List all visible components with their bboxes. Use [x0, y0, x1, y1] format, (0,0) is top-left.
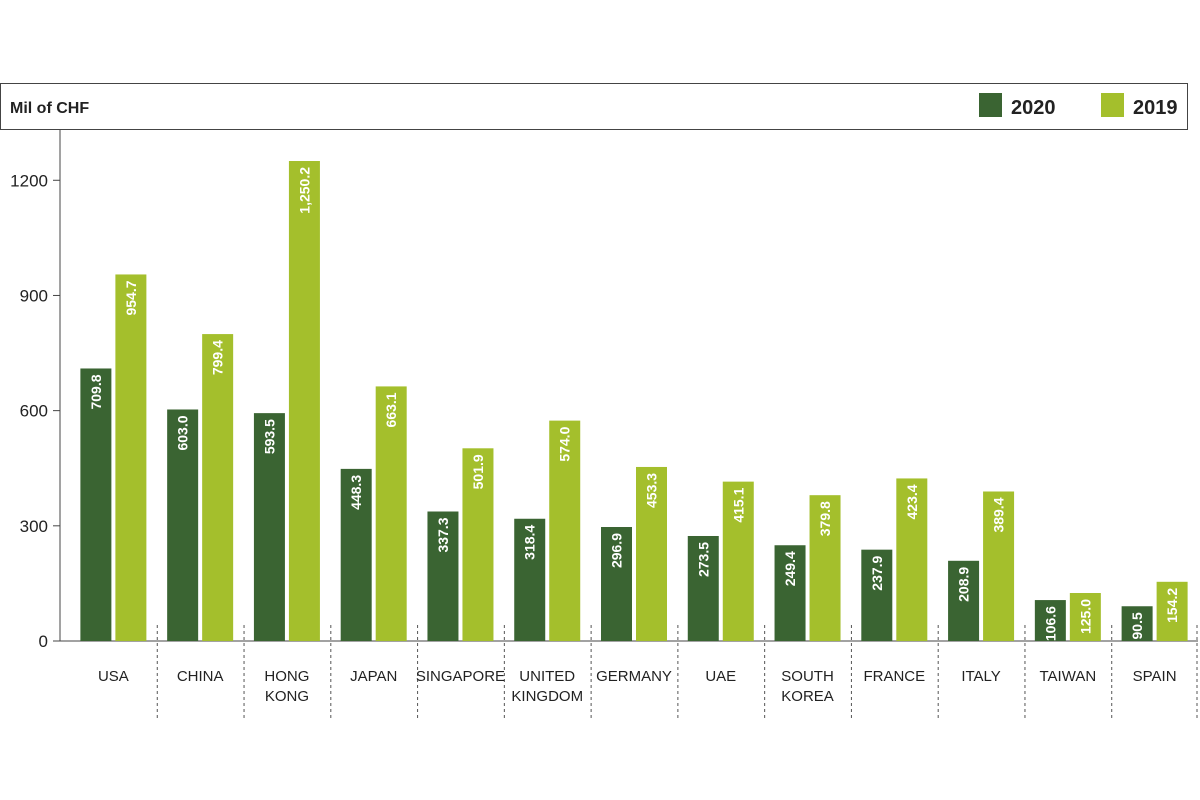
value-label-2020: 90.5 — [1129, 612, 1145, 639]
bar-2019 — [375, 386, 407, 641]
value-label-2019: 574.0 — [557, 426, 573, 461]
legend-swatch-2020 — [979, 93, 1002, 117]
value-label-2019: 453.3 — [644, 473, 660, 508]
value-label-2020: 593.5 — [261, 419, 277, 454]
y-tick-label: 900 — [20, 286, 48, 305]
x-tick-label: UAE — [705, 668, 736, 685]
bar-2020 — [80, 368, 112, 641]
bar-2019 — [636, 466, 667, 641]
value-label-2020: 296.9 — [609, 533, 625, 568]
value-label-2020: 249.4 — [782, 551, 798, 586]
value-label-2020: 273.5 — [695, 542, 711, 577]
y-tick-label: 600 — [20, 402, 48, 421]
x-tick-label: TAIWAN — [1040, 668, 1097, 685]
legend: 2020 2019 — [979, 93, 1178, 119]
x-axis-labels: USA CHINA HONG KONG JAPAN SINGAPORE UNITED KING… — [98, 668, 1177, 705]
x-tick-label: ITALY — [961, 668, 1000, 685]
bar-2020 — [861, 549, 893, 641]
bar-2020 — [687, 535, 719, 641]
y-axis-ticks: 0 300 600 900 1200 — [10, 171, 60, 651]
bar-2019 — [202, 334, 234, 641]
bar-2019 — [1069, 593, 1101, 641]
bars — [80, 161, 1188, 641]
x-tick-label: HONG KONG — [264, 668, 309, 705]
category-separators — [156, 625, 1198, 720]
bar-2020 — [253, 413, 285, 641]
x-tick-label: JAPAN — [350, 668, 397, 685]
y-tick-label: 1200 — [10, 171, 48, 190]
x-tick-label: SINGAPORE — [416, 668, 505, 685]
legend-label-2019: 2019 — [1133, 97, 1178, 119]
value-label-2019: 389.4 — [991, 497, 1007, 532]
x-tick-label: GERMANY — [596, 668, 672, 685]
bar-2019 — [115, 274, 147, 641]
header-box — [0, 83, 1188, 130]
x-tick-label: SOUTH KOREA — [781, 668, 834, 705]
bar-2020 — [340, 468, 372, 641]
value-label-2019: 379.8 — [817, 501, 833, 536]
value-label-2020: 208.9 — [956, 567, 972, 602]
value-label-2019: 954.7 — [123, 280, 139, 315]
y-tick-label: 300 — [20, 517, 48, 536]
value-label-2019: 154.2 — [1164, 588, 1180, 623]
bar-2019 — [549, 420, 581, 641]
x-tick-label: USA — [98, 668, 129, 685]
value-label-2020: 709.8 — [88, 374, 104, 409]
value-label-2019: 125.0 — [1077, 599, 1093, 634]
value-label-2019: 799.4 — [210, 340, 226, 375]
value-label-2019: 501.9 — [470, 454, 486, 489]
value-label-2020: 318.4 — [522, 525, 538, 560]
bar-2020 — [514, 518, 546, 641]
x-tick-label: SPAIN — [1133, 668, 1177, 685]
value-label-2020: 603.0 — [175, 415, 191, 450]
y-tick-label: 0 — [39, 632, 48, 651]
bar-2020 — [601, 527, 632, 641]
bar-2019 — [983, 491, 1015, 641]
value-labels: 709.8 954.7 603.0 799.4 593.5 1,250.2 448.3 663… — [88, 167, 1180, 641]
bar-2020 — [1121, 606, 1153, 641]
bar-2019 — [809, 495, 841, 641]
bar-2019 — [288, 161, 320, 641]
value-label-2020: 337.3 — [435, 517, 451, 552]
bar-2019 — [896, 478, 928, 641]
value-label-2019: 415.1 — [730, 487, 746, 522]
bar-2019 — [462, 448, 494, 641]
legend-swatch-2019 — [1101, 93, 1124, 117]
x-tick-label: CHINA — [177, 668, 224, 685]
value-label-2019: 1,250.2 — [296, 167, 312, 214]
bar-2019 — [1156, 581, 1188, 641]
bar-2020 — [1034, 600, 1066, 641]
x-tick-label: FRANCE — [863, 668, 925, 685]
bar-2020 — [948, 560, 980, 641]
value-label-2020: 106.6 — [1042, 606, 1058, 641]
value-label-2020: 448.3 — [348, 475, 364, 510]
bar-2019 — [722, 481, 754, 641]
bar-2020 — [774, 545, 806, 641]
bar-2020 — [427, 511, 459, 641]
unit-label: Mil of CHF — [10, 100, 89, 117]
x-tick-label: UNITED KINGDOM — [511, 668, 583, 705]
bar-2020 — [167, 409, 199, 641]
value-label-2020: 237.9 — [869, 555, 885, 590]
value-label-2019: 423.4 — [904, 484, 920, 519]
legend-label-2020: 2020 — [1011, 97, 1056, 119]
value-label-2019: 663.1 — [383, 392, 399, 427]
